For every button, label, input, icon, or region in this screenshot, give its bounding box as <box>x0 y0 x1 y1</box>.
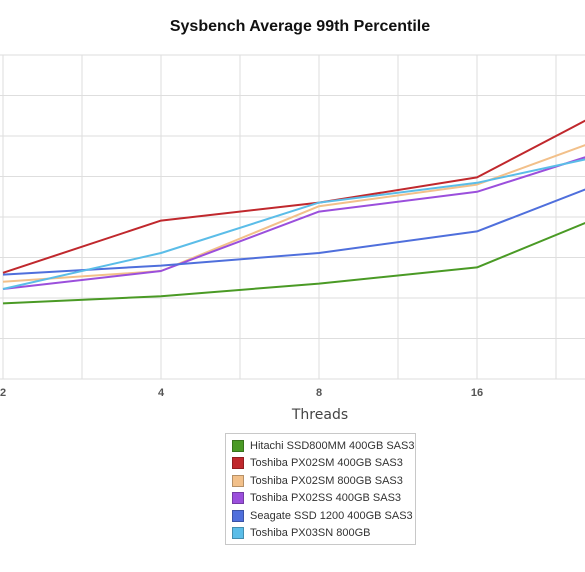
series-line-2 <box>2 119 585 274</box>
legend: Hitachi SSD800MM 400GB SAS3 Toshiba PX02S… <box>225 433 416 545</box>
legend-swatch <box>232 474 244 487</box>
legend-item: Toshiba PX03SN 800GB <box>232 525 409 543</box>
legend-swatch <box>232 439 244 452</box>
legend-label: Toshiba PX02SS 400GB SAS3 <box>250 492 402 505</box>
legend-item: Hitachi SSD800MM 400GB SAS3 <box>232 437 414 455</box>
legend-label: Toshiba PX03SN 800GB <box>250 527 371 540</box>
x-tick-label: 2 <box>0 387 6 399</box>
legend-swatch <box>232 492 244 505</box>
series-line-1 <box>2 222 585 305</box>
series-line-6 <box>2 158 585 290</box>
legend-swatch <box>232 527 244 540</box>
grid <box>0 54 585 380</box>
x-tick-label: 4 <box>158 387 165 399</box>
legend-item: Toshiba PX02SM 800GB SAS3 <box>232 472 409 490</box>
x-tick-labels: 2481632 <box>0 387 483 399</box>
series-line-5 <box>2 188 585 276</box>
x-tick-label: 16 <box>471 387 483 399</box>
legend-item: Toshiba PX02SS 400GB SAS3 <box>232 490 409 508</box>
series-line-4 <box>2 156 585 290</box>
x-axis-title: Threads <box>291 407 348 423</box>
legend-label: Toshiba PX02SM 400GB SAS3 <box>250 457 403 470</box>
legend-label: Hitachi SSD800MM 400GB SAS3 <box>250 439 415 452</box>
series-line-3 <box>2 144 585 283</box>
chart-title: Sysbench Average 99th Percentile <box>169 18 431 35</box>
x-tick-label: 8 <box>316 387 322 399</box>
series-lines <box>2 119 585 305</box>
legend-label: Toshiba PX02SM 800GB SAS3 <box>250 474 403 487</box>
legend-swatch <box>232 457 244 470</box>
legend-swatch <box>232 509 244 522</box>
legend-item: Toshiba PX02SM 400GB SAS3 <box>232 455 409 473</box>
legend-label: Seagate SSD 1200 400GB SAS3 <box>250 509 413 522</box>
legend-item: Seagate SSD 1200 400GB SAS3 <box>232 507 413 525</box>
